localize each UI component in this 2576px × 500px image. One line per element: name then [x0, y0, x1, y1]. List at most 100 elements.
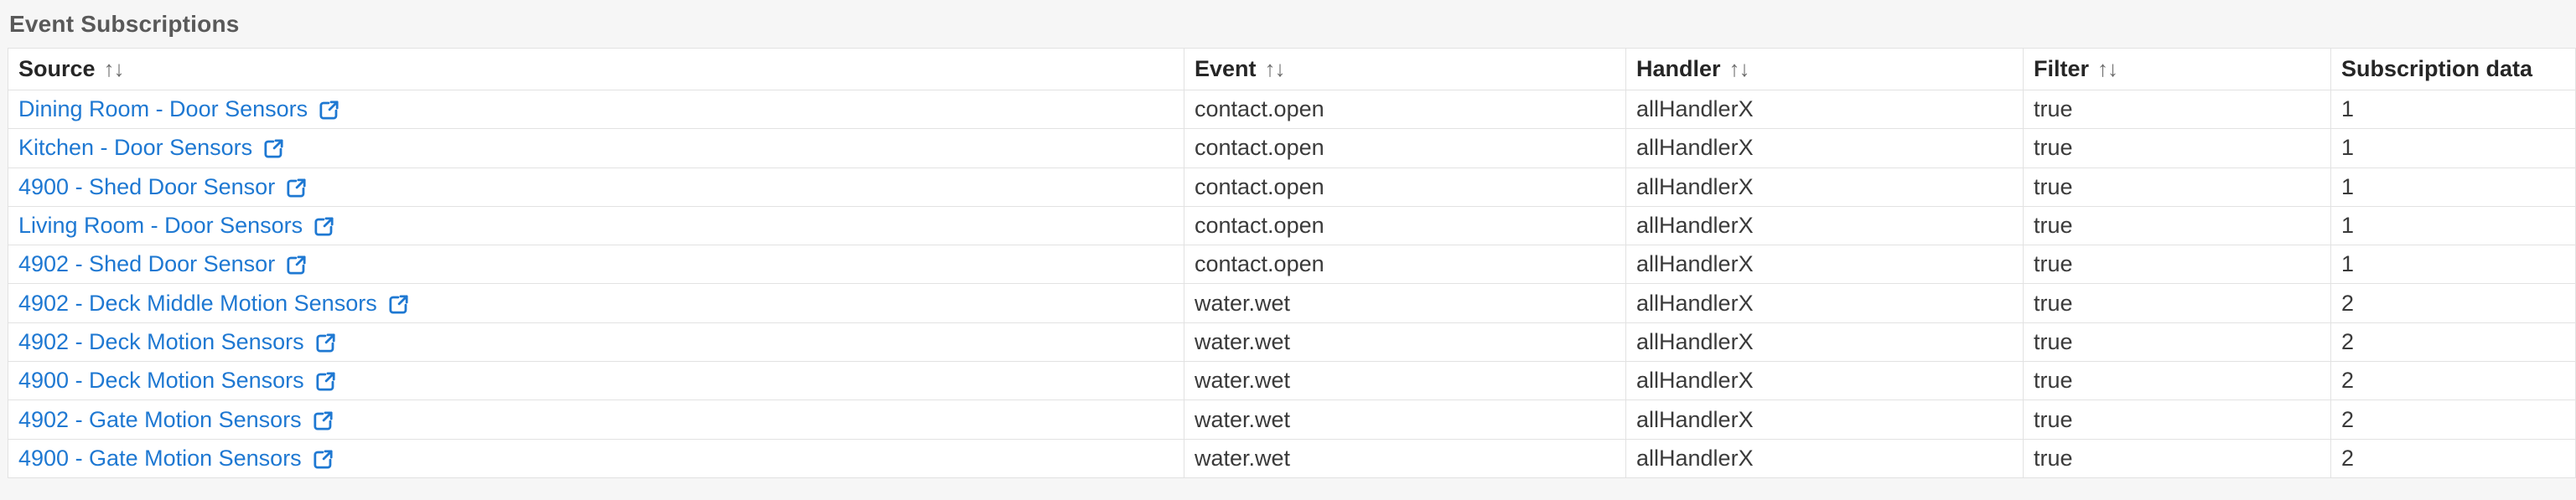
table-row: 4900 - Shed Door Sensor contact.open all… [8, 167, 2576, 207]
event-cell: contact.open [1184, 128, 1626, 168]
column-header-handler[interactable]: Handler ↑↓ [1625, 48, 2024, 90]
source-link[interactable]: Kitchen - Door Sensors [18, 135, 286, 161]
filter-cell: true [2023, 245, 2331, 285]
filter-cell: true [2023, 167, 2331, 207]
source-link[interactable]: Dining Room - Door Sensors [18, 96, 341, 122]
sort-arrows-icon: ↑↓ [1729, 56, 1750, 81]
source-link-label: 4902 - Deck Middle Motion Sensors [18, 290, 377, 316]
table-row: 4900 - Deck Motion Sensors water.wet all… [8, 361, 2576, 401]
open-in-new-icon [389, 295, 408, 314]
column-label: Event [1195, 56, 1257, 81]
sort-arrows-icon: ↑↓ [103, 56, 125, 81]
subscription-data-cell: 2 [2330, 322, 2576, 363]
table-row: 4902 - Shed Door Sensor contact.open all… [8, 245, 2576, 285]
column-header-event[interactable]: Event ↑↓ [1184, 48, 1626, 90]
source-cell: 4902 - Shed Door Sensor [8, 245, 1184, 285]
page-header: Event Subscriptions [0, 0, 2576, 48]
event-cell: contact.open [1184, 205, 1626, 246]
filter-cell: true [2023, 361, 2331, 401]
event-cell: water.wet [1184, 322, 1626, 363]
filter-cell: true [2023, 283, 2331, 323]
subscription-data-cell: 2 [2330, 283, 2576, 323]
event-subscriptions-table-container: Source ↑↓ Event ↑↓ Handler ↑↓ Filter ↑↓ Subs… [8, 48, 2576, 478]
subscription-data-cell: 2 [2330, 399, 2576, 440]
event-cell: contact.open [1184, 89, 1626, 130]
source-link-label: 4900 - Gate Motion Sensors [18, 445, 302, 471]
subscription-data-cell: 1 [2330, 89, 2576, 130]
open-in-new-icon [316, 333, 335, 353]
source-link-label: 4902 - Deck Motion Sensors [18, 328, 304, 354]
header-row: Source ↑↓ Event ↑↓ Handler ↑↓ Filter ↑↓ Subs… [8, 48, 2576, 90]
handler-cell: allHandlerX [1625, 438, 2024, 478]
handler-cell: allHandlerX [1625, 283, 2024, 323]
column-header-source[interactable]: Source ↑↓ [8, 48, 1184, 90]
handler-cell: allHandlerX [1625, 89, 2024, 130]
source-link-label: 4902 - Shed Door Sensor [18, 251, 276, 277]
subscription-data-cell: 2 [2330, 438, 2576, 478]
source-link[interactable]: 4900 - Deck Motion Sensors [18, 368, 338, 394]
event-cell: water.wet [1184, 361, 1626, 401]
source-cell: Kitchen - Door Sensors [8, 128, 1184, 168]
source-link[interactable]: 4902 - Gate Motion Sensors [18, 407, 335, 433]
source-cell: Dining Room - Door Sensors [8, 89, 1184, 130]
filter-cell: true [2023, 128, 2331, 168]
source-link-label: 4900 - Deck Motion Sensors [18, 368, 304, 394]
source-cell: 4900 - Deck Motion Sensors [8, 361, 1184, 401]
open-in-new-icon [314, 450, 333, 469]
table-row: Living Room - Door Sensors contact.open … [8, 205, 2576, 246]
handler-cell: allHandlerX [1625, 399, 2024, 440]
filter-cell: true [2023, 399, 2331, 440]
event-cell: water.wet [1184, 438, 1626, 478]
column-label: Filter [2034, 56, 2090, 81]
open-in-new-icon [319, 101, 339, 120]
subscription-data-cell: 1 [2330, 245, 2576, 285]
page-title: Event Subscriptions [9, 11, 240, 37]
handler-cell: allHandlerX [1625, 128, 2024, 168]
filter-cell: true [2023, 89, 2331, 130]
source-link-label: Living Room - Door Sensors [18, 213, 303, 239]
table-row: Kitchen - Door Sensors contact.open allH… [8, 128, 2576, 168]
source-cell: Living Room - Door Sensors [8, 205, 1184, 246]
subscription-data-cell: 1 [2330, 128, 2576, 168]
table-row: 4902 - Deck Middle Motion Sensors water.… [8, 283, 2576, 323]
table-row: 4902 - Deck Motion Sensors water.wet all… [8, 322, 2576, 363]
column-header-subscription-data: Subscription data [2330, 48, 2576, 90]
handler-cell: allHandlerX [1625, 245, 2024, 285]
subscription-data-cell: 1 [2330, 167, 2576, 207]
source-cell: 4902 - Gate Motion Sensors [8, 399, 1184, 440]
sort-arrows-icon: ↑↓ [2097, 56, 2118, 81]
event-cell: contact.open [1184, 167, 1626, 207]
table-row: Dining Room - Door Sensors contact.open … [8, 89, 2576, 130]
source-link[interactable]: Living Room - Door Sensors [18, 213, 336, 239]
handler-cell: allHandlerX [1625, 322, 2024, 363]
filter-cell: true [2023, 322, 2331, 363]
open-in-new-icon [314, 410, 333, 430]
source-link[interactable]: 4902 - Shed Door Sensor [18, 251, 308, 277]
open-in-new-icon [314, 217, 334, 236]
filter-cell: true [2023, 205, 2331, 246]
event-cell: water.wet [1184, 283, 1626, 323]
open-in-new-icon [316, 372, 335, 391]
sort-arrows-icon: ↑↓ [1264, 56, 1286, 81]
source-cell: 4900 - Gate Motion Sensors [8, 438, 1184, 478]
handler-cell: allHandlerX [1625, 205, 2024, 246]
event-cell: water.wet [1184, 399, 1626, 440]
source-link[interactable]: 4900 - Shed Door Sensor [18, 174, 308, 200]
table-row: 4900 - Gate Motion Sensors water.wet all… [8, 438, 2576, 478]
source-cell: 4900 - Shed Door Sensor [8, 167, 1184, 207]
subscription-data-cell: 1 [2330, 205, 2576, 246]
event-subscriptions-table: Source ↑↓ Event ↑↓ Handler ↑↓ Filter ↑↓ Subs… [8, 48, 2576, 478]
source-link[interactable]: 4902 - Deck Middle Motion Sensors [18, 291, 411, 317]
source-cell: 4902 - Deck Motion Sensors [8, 322, 1184, 363]
source-link[interactable]: 4900 - Gate Motion Sensors [18, 446, 335, 472]
column-header-filter[interactable]: Filter ↑↓ [2023, 48, 2331, 90]
table-row: 4902 - Gate Motion Sensors water.wet all… [8, 399, 2576, 440]
event-cell: contact.open [1184, 245, 1626, 285]
open-in-new-icon [287, 178, 306, 198]
open-in-new-icon [264, 139, 283, 158]
handler-cell: allHandlerX [1625, 167, 2024, 207]
handler-cell: allHandlerX [1625, 361, 2024, 401]
source-link-label: Kitchen - Door Sensors [18, 135, 253, 161]
source-link[interactable]: 4902 - Deck Motion Sensors [18, 329, 338, 355]
source-link-label: Dining Room - Door Sensors [18, 96, 308, 122]
